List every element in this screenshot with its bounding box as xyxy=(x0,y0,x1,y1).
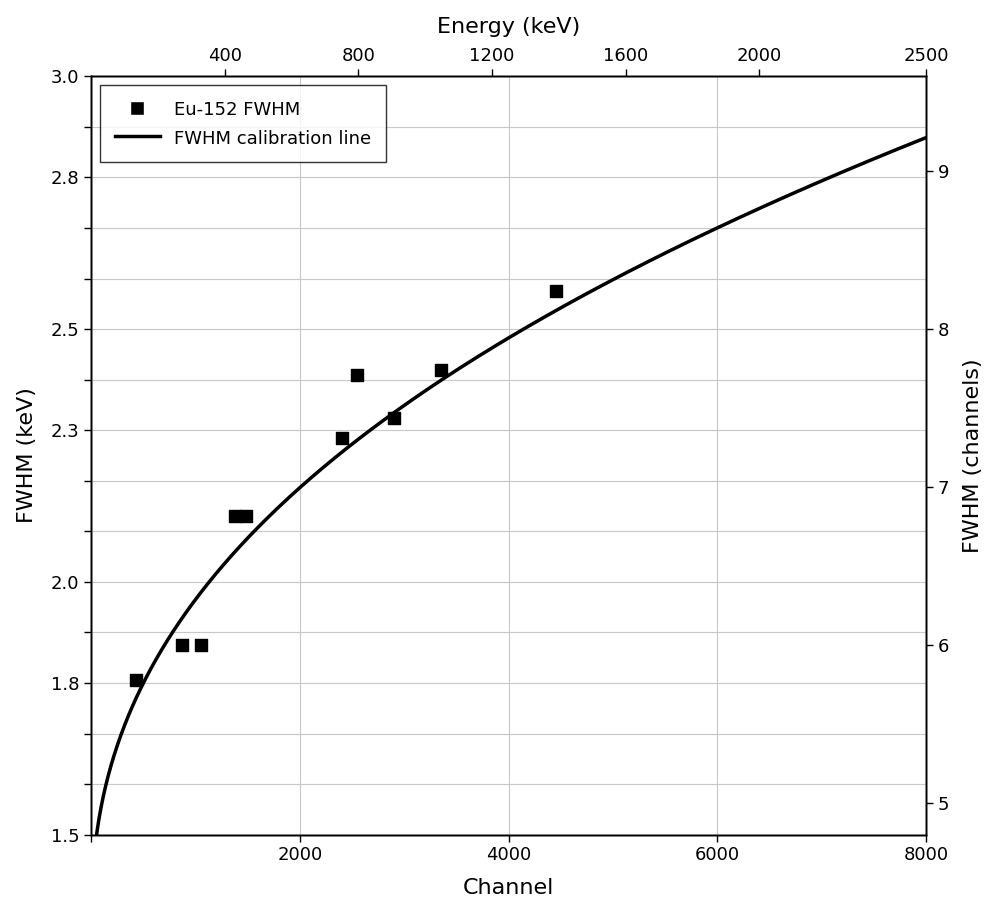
Point xyxy=(386,410,402,425)
X-axis label: Channel: Channel xyxy=(463,878,554,899)
Y-axis label: FWHM (channels): FWHM (channels) xyxy=(963,358,983,553)
Point xyxy=(349,367,365,382)
Point xyxy=(193,638,209,652)
Y-axis label: FWHM (keV): FWHM (keV) xyxy=(17,388,37,523)
X-axis label: Energy (keV): Energy (keV) xyxy=(437,16,580,37)
Legend: Eu-152 FWHM, FWHM calibration line: Eu-152 FWHM, FWHM calibration line xyxy=(100,85,386,162)
Point xyxy=(174,638,190,652)
Point xyxy=(433,362,449,377)
Point xyxy=(334,430,350,445)
Point xyxy=(227,509,243,523)
Point xyxy=(128,673,144,688)
Point xyxy=(548,284,564,298)
Point xyxy=(238,509,254,523)
